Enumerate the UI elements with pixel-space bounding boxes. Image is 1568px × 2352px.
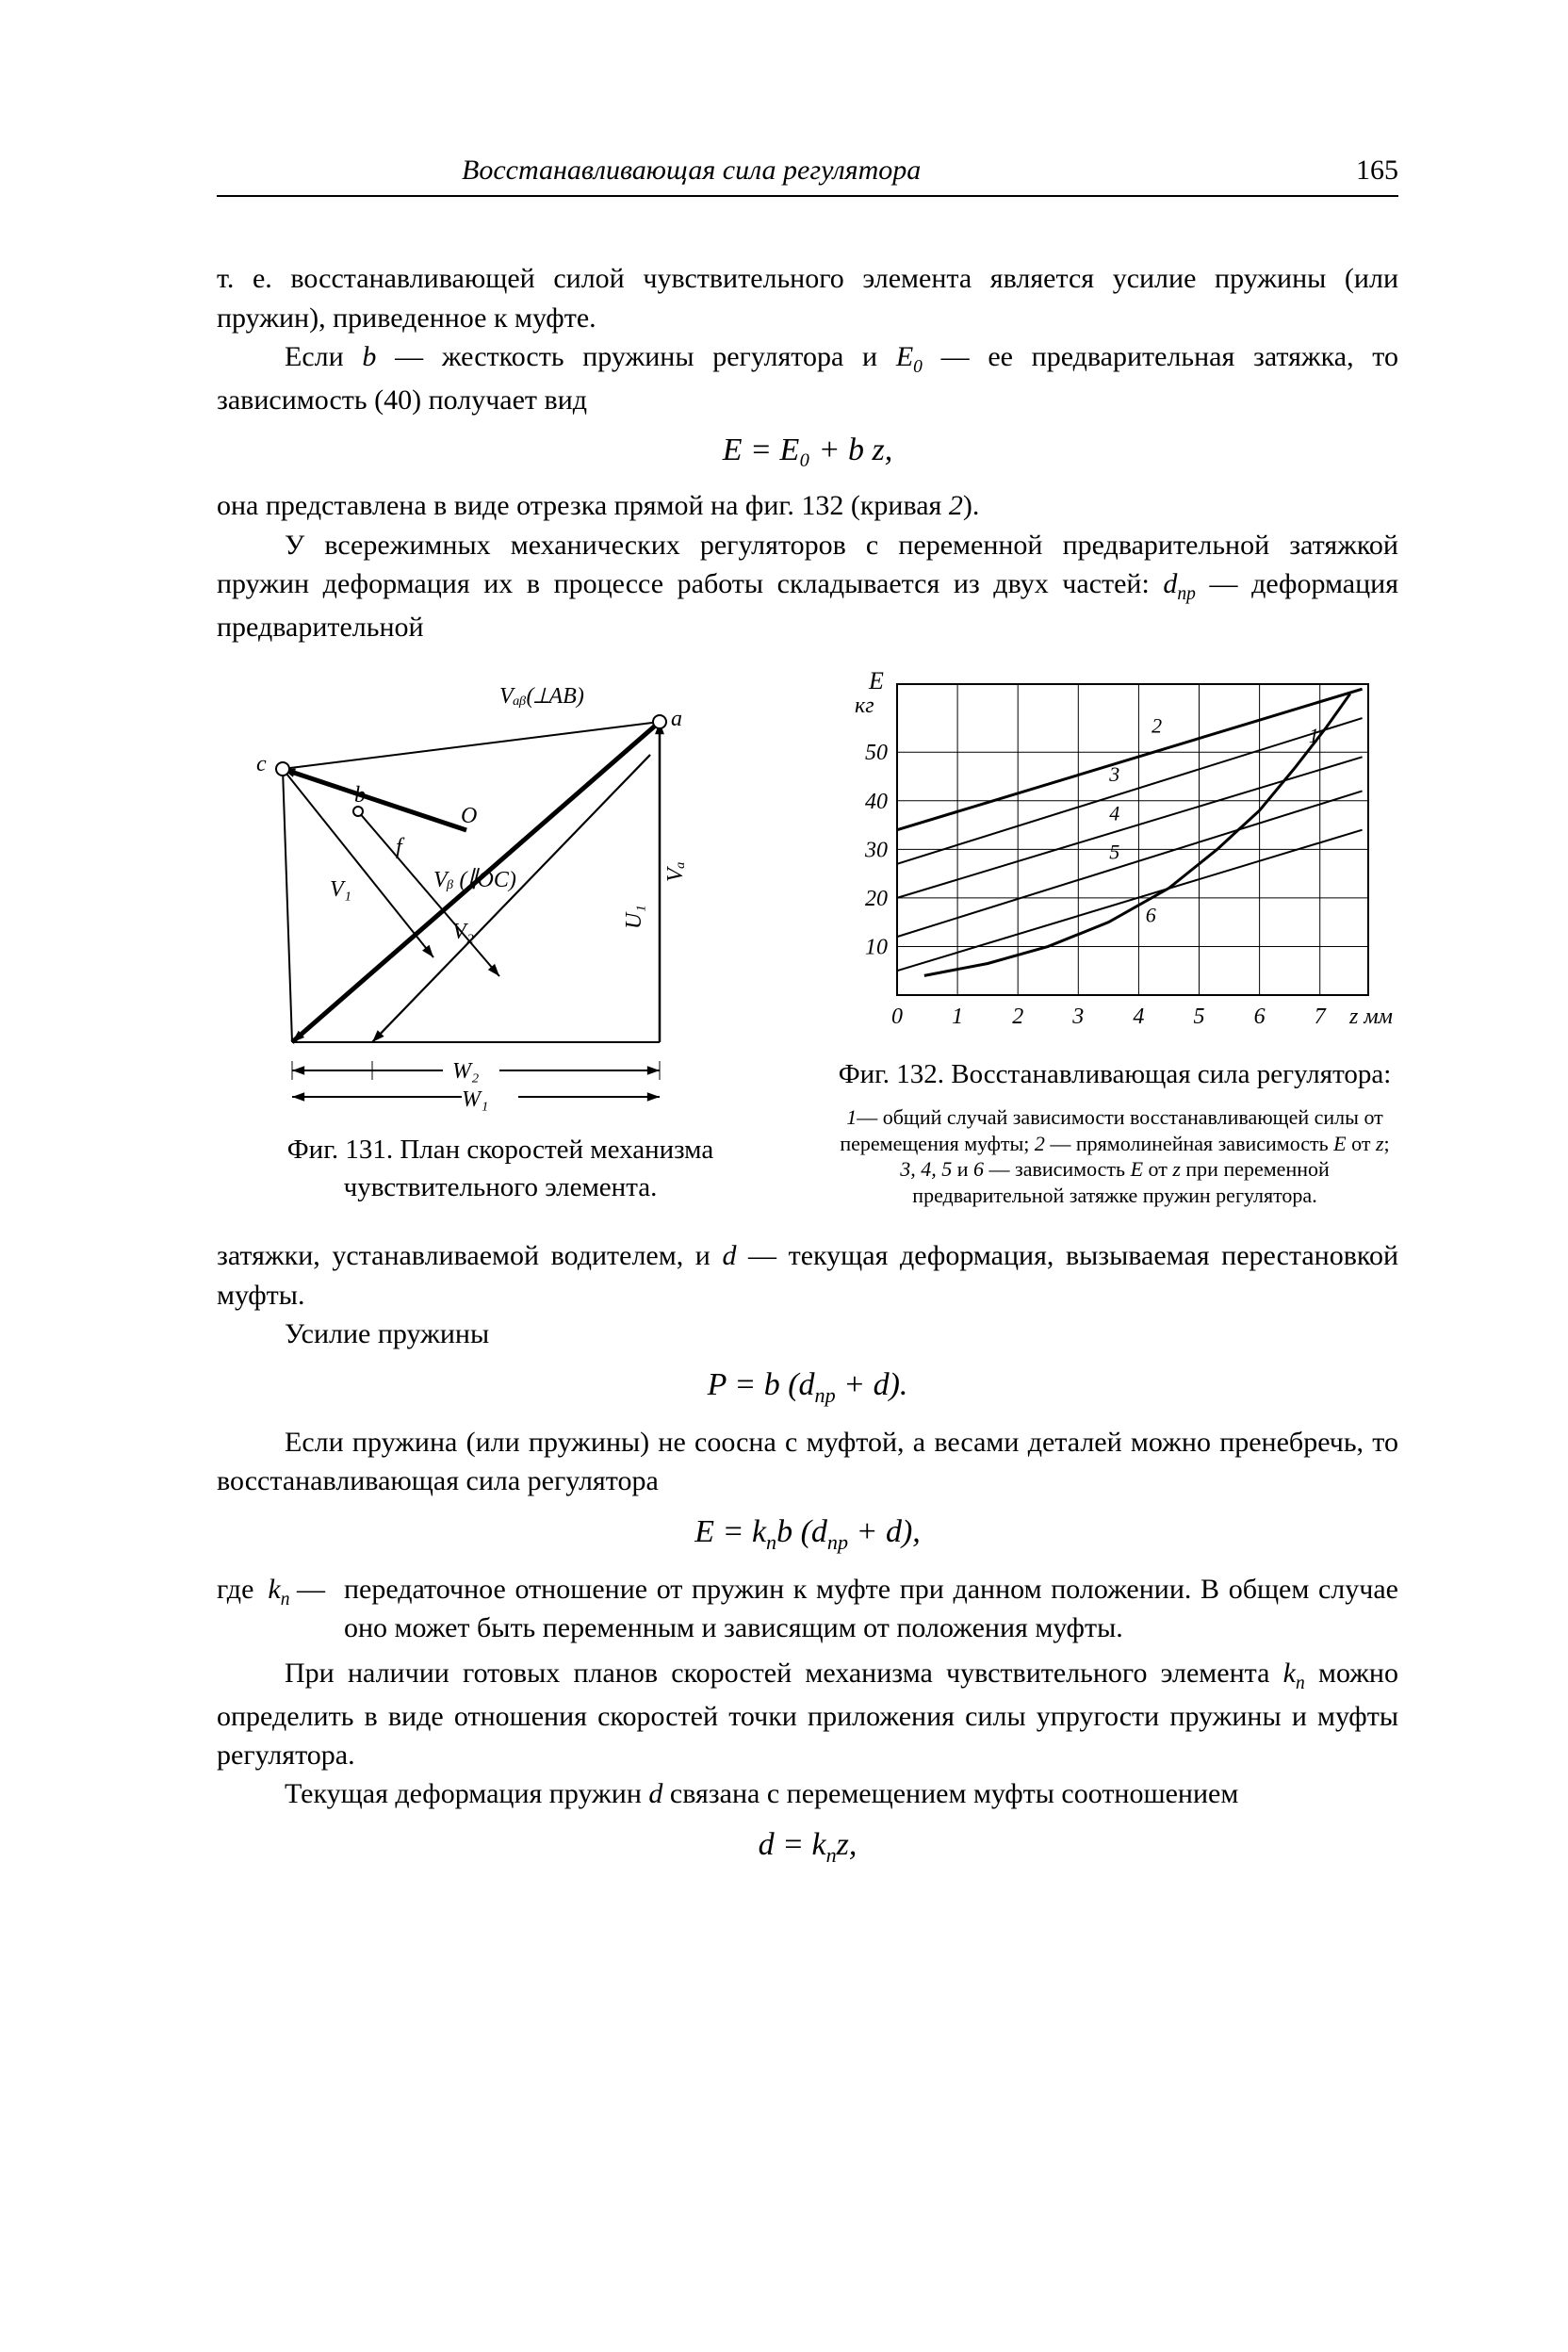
fig132-caption-small: 1— общий случай зависимости восстанав­ли… (831, 1104, 1398, 1208)
para-8: При наличии готовых планов скоростей мех… (217, 1654, 1398, 1775)
fig131-caption: Фиг. 131. План скоростей меха­низма чувс… (217, 1131, 784, 1206)
svg-text:6: 6 (1146, 904, 1156, 927)
svg-text:О: О (461, 804, 477, 828)
where-block: где kп — передаточное отношение от пружи… (217, 1570, 1398, 1648)
sub: пр (1177, 584, 1196, 604)
para-9: Текущая деформация пружин d связана с пе… (217, 1774, 1398, 1813)
t: — зависимость (984, 1157, 1131, 1181)
svg-text:а: а (671, 707, 682, 731)
svg-text:1: 1 (1309, 724, 1319, 747)
t: и (952, 1157, 973, 1181)
svg-text:f: f (396, 835, 405, 859)
para-7: Если пружина (или пружины) не соосна с м… (217, 1423, 1398, 1501)
svg-text:3: 3 (1108, 763, 1119, 787)
where-label: где kп — (217, 1570, 325, 1648)
t: она представлена в виде отрезка прямой н… (217, 490, 949, 521)
para-5: затяжки, устанавливаемой водителем, и d … (217, 1236, 1398, 1315)
svg-text:V₁: V₁ (330, 877, 351, 902)
figure-131: О Vₐᵦ(⟂AB) а с b V₁ Vᵦ (∥OC) V₂ f Vₐ U₁ W₂ W₁ Фиг. 1… (217, 665, 784, 1206)
svg-text:0: 0 (891, 1004, 903, 1029)
t: от (1347, 1132, 1376, 1155)
svg-text:4: 4 (1109, 802, 1119, 825)
svg-text:50: 50 (865, 742, 888, 766)
where-body: передаточное отношение от пружин к муфте… (344, 1570, 1398, 1648)
t: — прямолинейная зависимость (1045, 1132, 1333, 1155)
svg-text:40: 40 (865, 790, 888, 814)
svg-text:V₂: V₂ (452, 920, 474, 944)
svg-text:с: с (256, 752, 267, 776)
svg-text:5: 5 (1109, 841, 1119, 864)
t: ). (963, 490, 980, 521)
svg-text:Vᵦ (∥OC): Vᵦ (∥OC) (433, 868, 516, 892)
running-title: Восстанавливающая сила регулятора (462, 151, 921, 189)
t: от (1143, 1157, 1172, 1181)
svg-text:5: 5 (1194, 1004, 1205, 1029)
svg-text:W₂: W₂ (452, 1059, 479, 1084)
figures-row: О Vₐᵦ(⟂AB) а с b V₁ Vᵦ (∥OC) V₂ f Vₐ U₁ W₂ W₁ Фиг. 1… (217, 665, 1398, 1208)
t: ; (1384, 1132, 1390, 1155)
svg-text:b: b (354, 783, 366, 808)
fig132-svg: 10 20 30 40 50 0 1 2 3 4 5 6 7 Eкг z мм 1 2 3 4 5 6 (831, 665, 1396, 1042)
para-3: она представлена в виде отрезка прямой н… (217, 486, 1398, 525)
svg-text:3: 3 (1071, 1004, 1084, 1029)
t: Текущая деформация пружин (285, 1778, 648, 1809)
svg-text:Vₐ: Vₐ (663, 862, 688, 883)
figure-132: 10 20 30 40 50 0 1 2 3 4 5 6 7 Eкг z мм 1 2 3 4 5 6 Фиг. 132… (831, 665, 1398, 1208)
sub: п (1296, 1674, 1305, 1693)
svg-text:E: E (868, 667, 884, 694)
equation-3: E = kпb (dпр + d), (217, 1511, 1398, 1557)
svg-text:2: 2 (1152, 714, 1162, 738)
svg-text:6: 6 (1254, 1004, 1266, 1029)
sub: 0 (913, 357, 923, 377)
sym-d: d (648, 1778, 662, 1809)
sym-b: b (362, 341, 376, 372)
equation-2: P = b (dпр + d). (217, 1364, 1398, 1410)
svg-text:10: 10 (865, 936, 888, 960)
t: 2 (949, 490, 963, 521)
svg-text:20: 20 (865, 887, 888, 911)
svg-text:W₁: W₁ (462, 1087, 488, 1112)
equation-1: E = E₀ + b z, (217, 429, 1398, 473)
svg-text:U₁: U₁ (622, 906, 646, 930)
svg-text:30: 30 (864, 839, 888, 863)
sym-k: k (1283, 1658, 1296, 1689)
svg-text:Vₐᵦ(⟂AB): Vₐᵦ(⟂AB) (499, 684, 584, 709)
svg-text:1: 1 (952, 1004, 963, 1029)
para-6: Усилие пружины (217, 1315, 1398, 1353)
sym-E: E (896, 341, 913, 372)
svg-text:4: 4 (1133, 1004, 1144, 1029)
svg-text:7: 7 (1315, 1004, 1327, 1029)
t: Если (285, 341, 362, 372)
svg-text:z мм: z мм (1348, 1004, 1393, 1029)
t: При наличии готовых планов скоростей мех… (285, 1658, 1283, 1689)
page-number: 165 (1356, 151, 1398, 189)
svg-text:кг: кг (855, 694, 874, 718)
fig132-caption: Фиг. 132. Восстанавливающая сила регулят… (831, 1055, 1398, 1093)
fig131-svg: О Vₐᵦ(⟂AB) а с b V₁ Vᵦ (∥OC) V₂ f Vₐ U₁ W₂ W₁ (217, 665, 763, 1118)
para-4: У всережимных механических регуляторов с… (217, 526, 1398, 647)
equation-4: d = kпz, (217, 1823, 1398, 1870)
para-2: Если b — жесткость пружины регулятора и … (217, 337, 1398, 419)
para-1: т. е. восстанавливающей силой чувствител… (217, 259, 1398, 337)
t: — жесткость пружины регулятора и (376, 341, 895, 372)
sym-d: d (722, 1240, 736, 1271)
svg-text:2: 2 (1012, 1004, 1023, 1029)
running-header: Восстанавливающая сила регулятора 165 (217, 151, 1398, 197)
t: затяжки, устанавливаемой водителем, и (217, 1240, 722, 1271)
sym-d: d (1163, 568, 1177, 599)
t: связана с перемещением муфты соотношение… (662, 1778, 1238, 1809)
